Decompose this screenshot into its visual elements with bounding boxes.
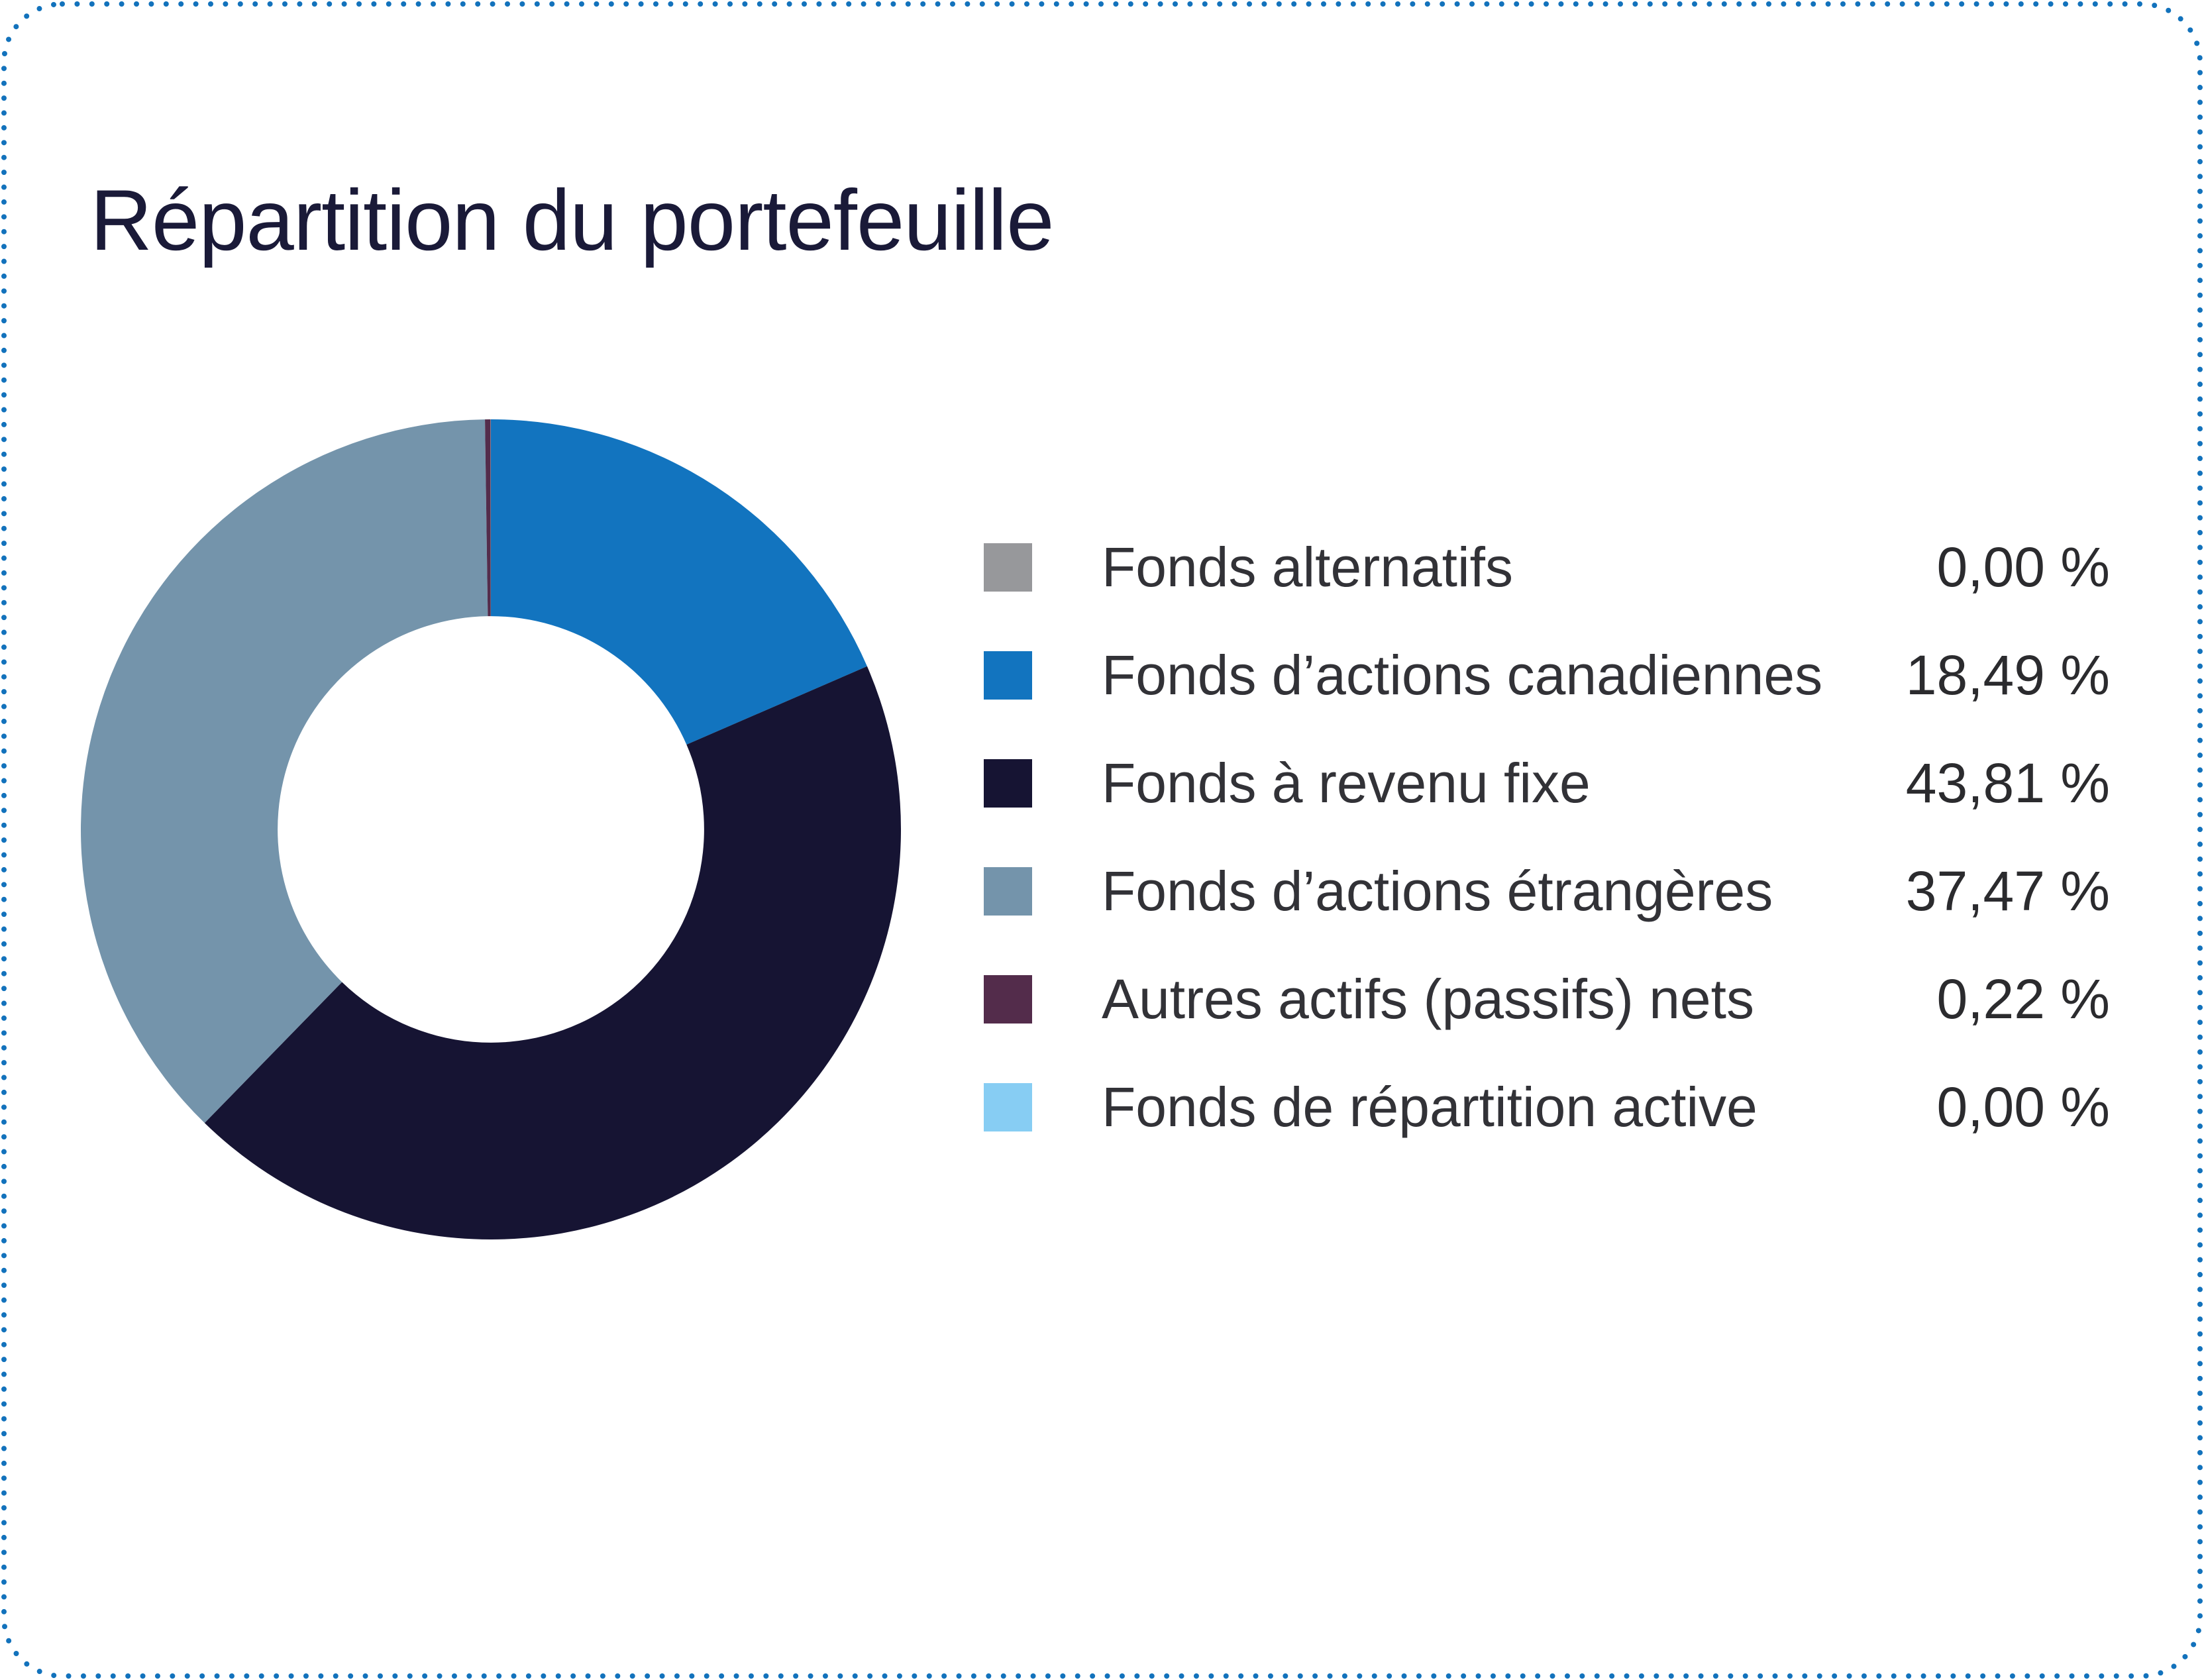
legend-row: Fonds de répartition active 0,00 % <box>984 1076 2110 1138</box>
legend-row: Autres actifs (passifs) nets 0,22 % <box>984 968 2110 1030</box>
chart-title: Répartition du portefeuille <box>90 172 1054 268</box>
legend-value: 0,00 % <box>1936 536 2110 598</box>
donut-chart <box>81 419 902 1240</box>
legend-swatch <box>984 1083 1032 1131</box>
legend-row: Fonds d’actions canadiennes 18,49 % <box>984 644 2110 706</box>
donut-segment <box>491 419 867 745</box>
legend-row: Fonds alternatifs 0,00 % <box>984 536 2110 598</box>
legend-swatch <box>984 651 1032 700</box>
legend-row: Fonds à revenu fixe 43,81 % <box>984 752 2110 814</box>
legend-label: Fonds de répartition active <box>1102 1076 1758 1138</box>
legend-label: Fonds alternatifs <box>1102 536 1513 598</box>
legend-value: 37,47 % <box>1905 860 2110 922</box>
legend-swatch <box>984 975 1032 1024</box>
legend-swatch <box>984 543 1032 592</box>
legend-swatch <box>984 759 1032 808</box>
donut-segment <box>204 666 902 1240</box>
legend-label: Fonds d’actions étrangères <box>1102 860 1773 922</box>
legend-value: 0,00 % <box>1936 1076 2110 1138</box>
legend-value: 43,81 % <box>1905 752 2110 814</box>
legend-swatch <box>984 867 1032 916</box>
legend-value: 18,49 % <box>1905 644 2110 706</box>
legend-label: Autres actifs (passifs) nets <box>1102 968 1754 1030</box>
legend-label: Fonds d’actions canadiennes <box>1102 644 1823 706</box>
donut-svg <box>81 419 902 1240</box>
donut-segment <box>81 419 488 1124</box>
legend-label: Fonds à revenu fixe <box>1102 752 1591 814</box>
legend-row: Fonds d’actions étrangères 37,47 % <box>984 860 2110 922</box>
donut-segment <box>485 419 491 617</box>
legend-value: 0,22 % <box>1936 968 2110 1030</box>
